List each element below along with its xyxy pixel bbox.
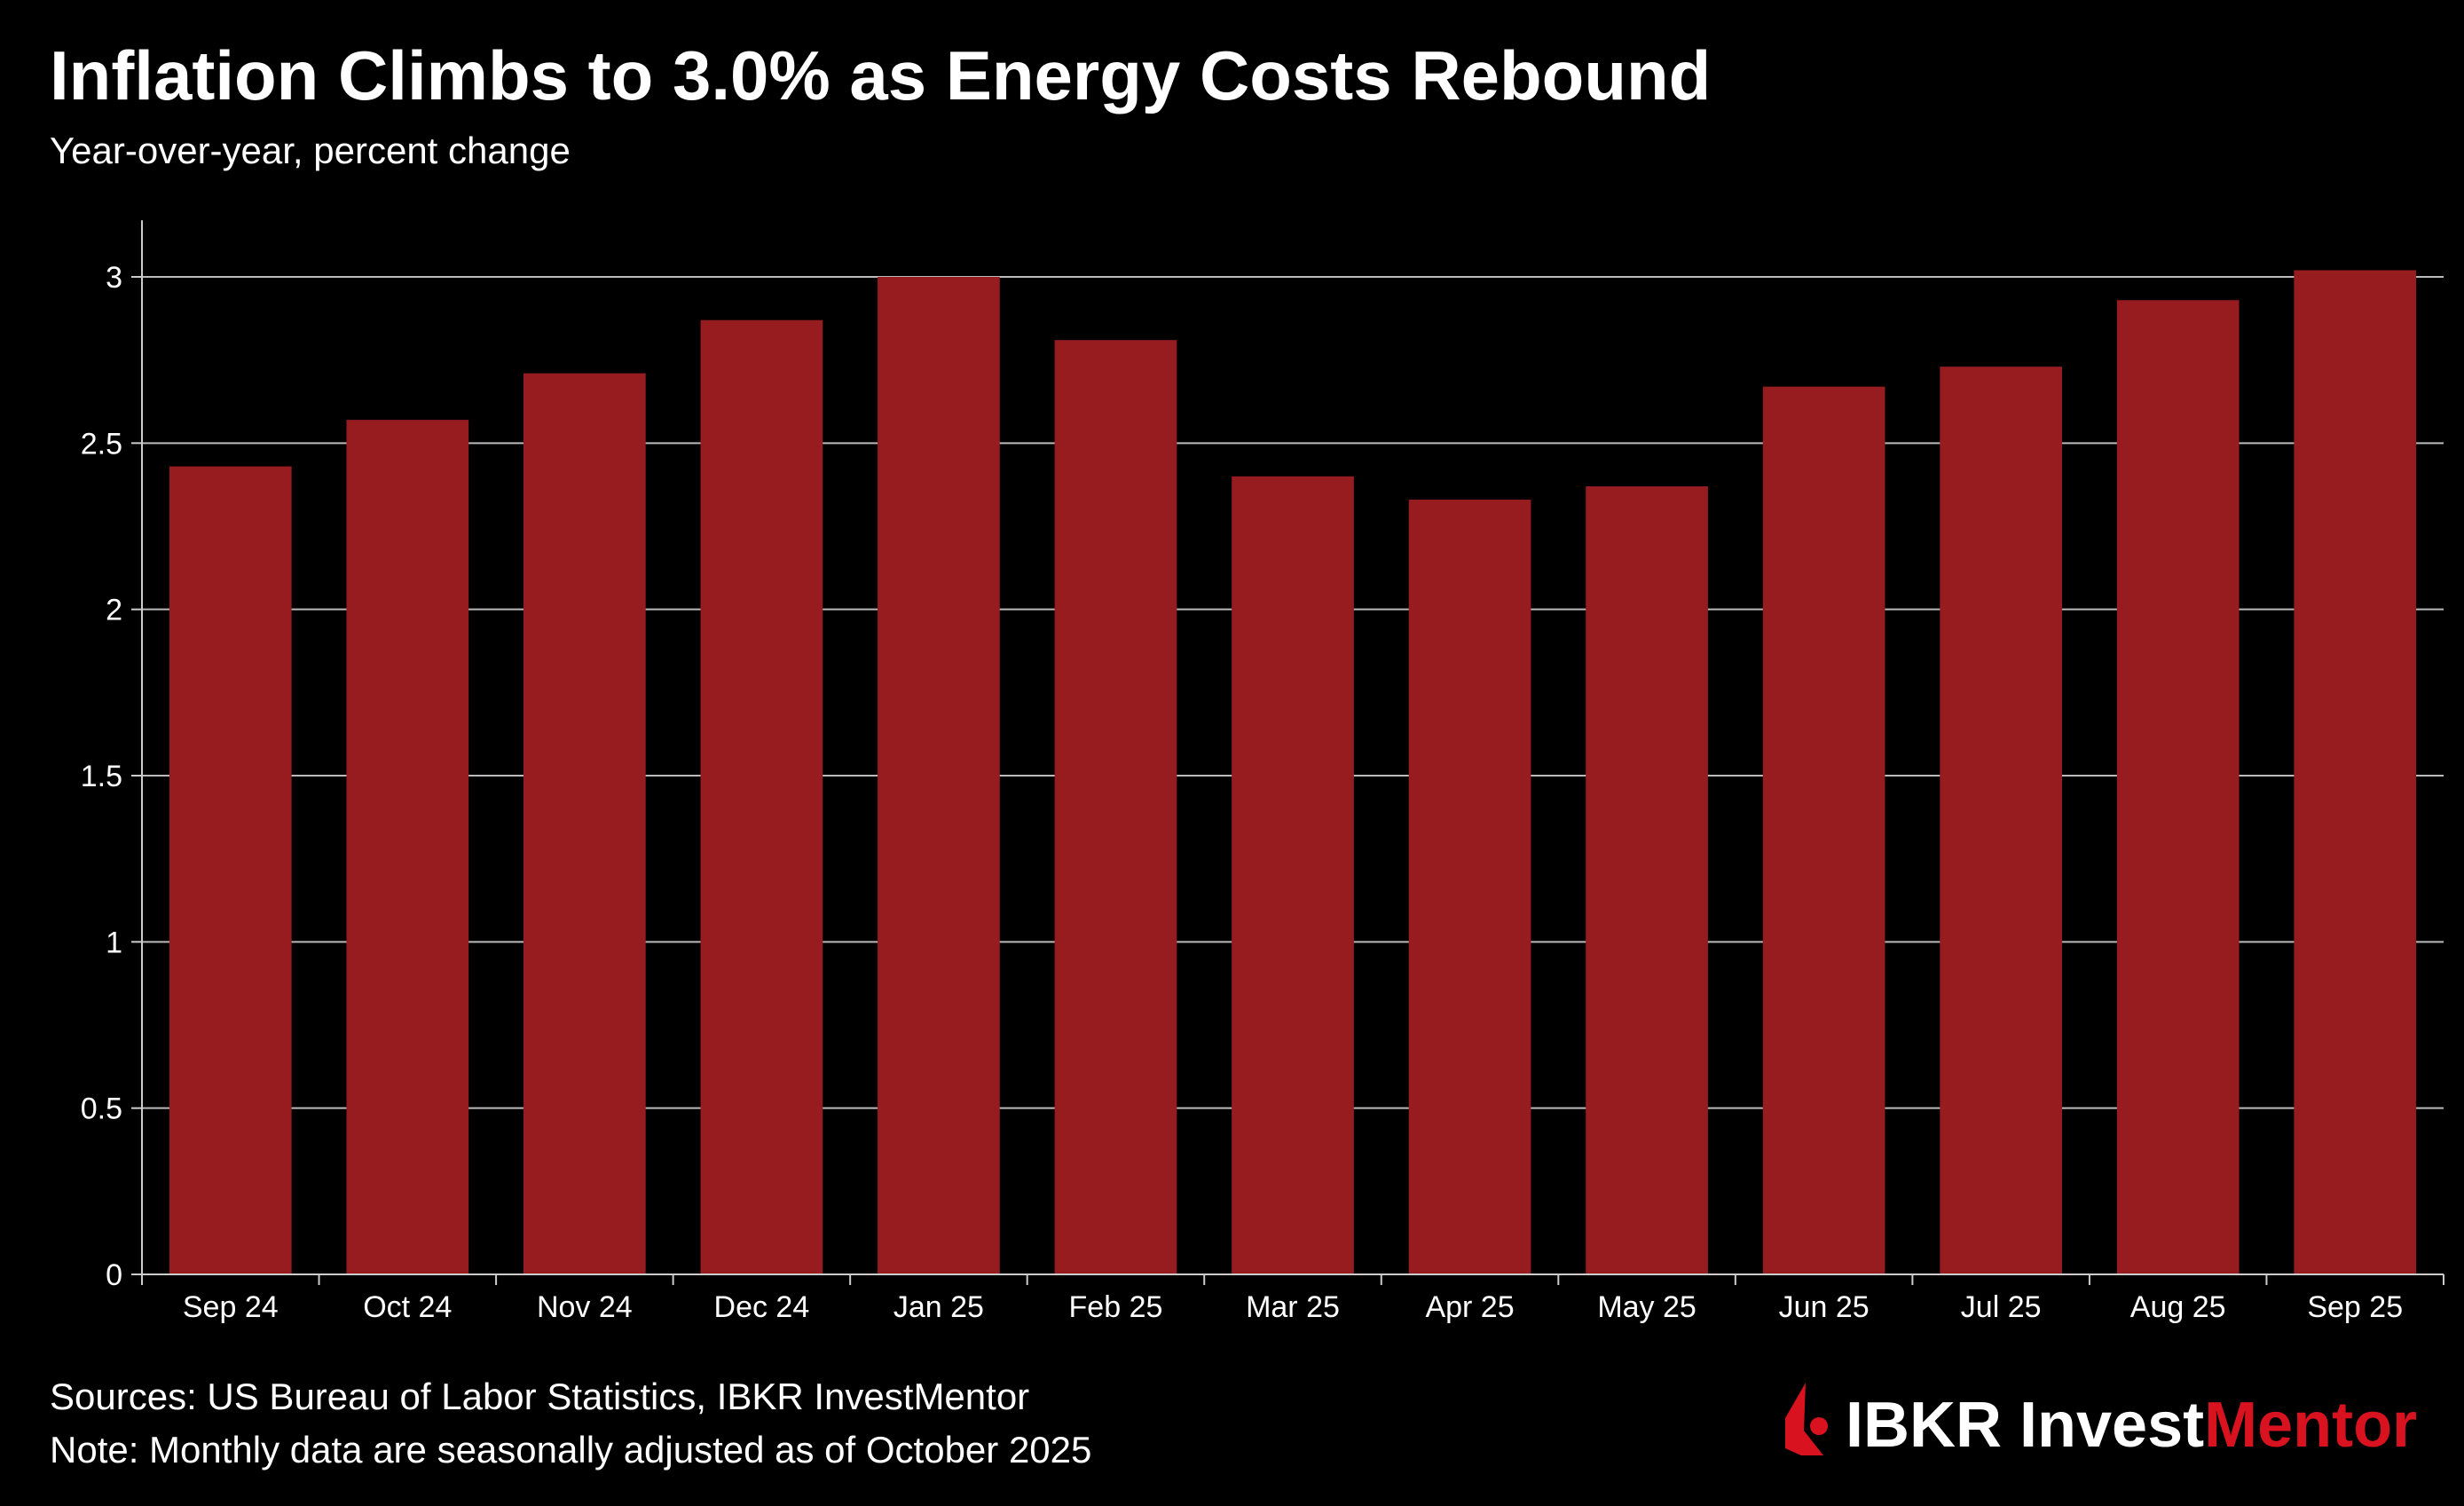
chart-subtitle: Year-over-year, percent change [50,130,571,171]
x-tick-label: May 25 [1597,1290,1696,1324]
bar [1232,476,1354,1274]
chart-title: Inflation Climbs to 3.0% as Energy Costs… [50,36,1711,114]
svg-text:IBKR InvestMentor: IBKR InvestMentor [1846,1390,2417,1461]
bar [524,373,646,1274]
bar [1586,486,1708,1274]
x-tick-label: Nov 24 [537,1290,633,1324]
x-tick-label: Sep 24 [183,1290,279,1324]
y-tick-label: 3 [106,261,122,295]
x-tick-label: Jan 25 [893,1290,984,1324]
axes: 0 0.5 1 1.5 2 2.5 3 Sep 24 Oct 24 Nov 24 Dec 24 Jan… [81,220,2444,1324]
y-tick-label: 1.5 [81,760,122,793]
x-tick-label: Dec 24 [714,1290,810,1324]
y-tick-label: 0 [106,1258,122,1292]
bar [346,420,469,1274]
x-tick-label: Oct 24 [363,1290,452,1324]
y-tick-label: 2 [106,594,122,627]
ibkr-logo: IBKR InvestMentor [1785,1383,2417,1461]
bar [1054,340,1177,1275]
bar [2294,270,2417,1275]
x-tick-label: Apr 25 [1425,1290,1514,1324]
bar [2116,300,2240,1274]
y-tick-label: 0.5 [81,1092,122,1126]
sources-note: Sources: US Bureau of Labor Statistics, … [50,1376,1029,1417]
x-tick-label: Jul 25 [1961,1290,2042,1324]
bars [169,270,2417,1275]
data-note: Note: Monthly data are seasonally adjust… [50,1429,1091,1471]
x-tick-label: Jun 25 [1779,1290,1870,1324]
bar [1762,386,1885,1274]
y-tick-label: 1 [106,926,122,959]
bar [1940,367,2062,1274]
bar [878,277,1000,1274]
x-tick-label: Feb 25 [1069,1290,1163,1324]
x-tick-label: Aug 25 [2130,1290,2226,1324]
bar [700,319,823,1274]
y-tick-label: 2.5 [81,427,122,461]
bar [169,466,292,1274]
x-tick-label: Sep 25 [2307,1290,2403,1324]
x-tick-label: Mar 25 [1246,1290,1340,1324]
bar [1408,500,1531,1274]
ibkr-logo-icon [1785,1383,1823,1455]
